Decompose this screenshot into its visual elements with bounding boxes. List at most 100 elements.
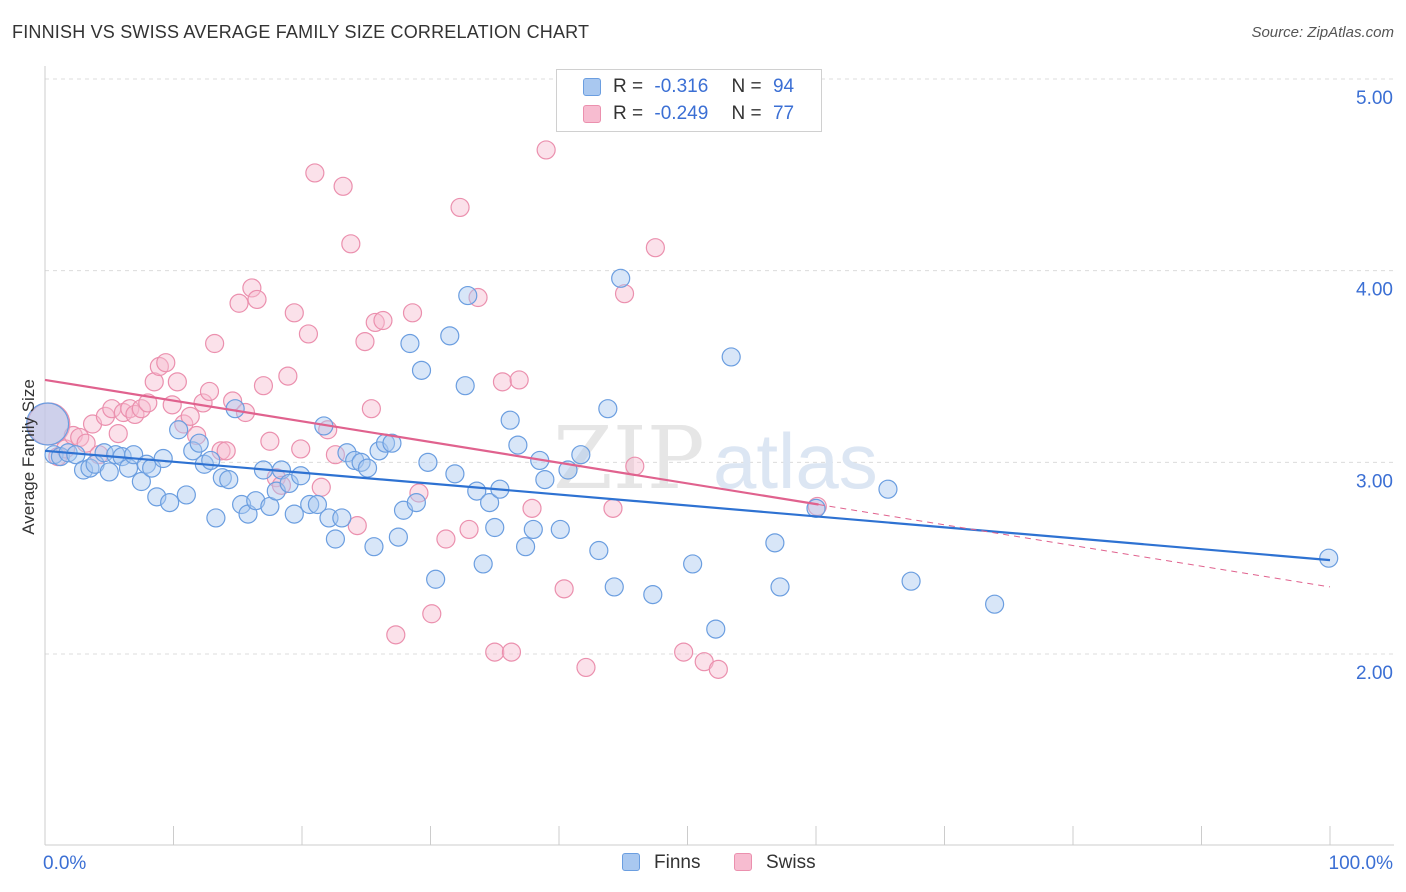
finns-point bbox=[406, 492, 426, 513]
swiss-point bbox=[522, 498, 542, 518]
finns-point bbox=[307, 494, 328, 515]
swiss-point bbox=[229, 293, 249, 313]
swiss-point bbox=[373, 310, 393, 331]
finns-point bbox=[206, 508, 226, 528]
swiss-point bbox=[576, 657, 596, 678]
swiss-point bbox=[199, 381, 220, 402]
swiss-point bbox=[361, 399, 381, 419]
swiss-point bbox=[216, 441, 236, 461]
swiss-point bbox=[167, 372, 187, 392]
swiss-point bbox=[271, 475, 292, 495]
swiss-point bbox=[247, 289, 267, 310]
finns-point bbox=[357, 458, 378, 478]
finns-point bbox=[770, 577, 790, 597]
swiss-points bbox=[27, 140, 827, 679]
finns-point bbox=[706, 619, 726, 639]
finns-point bbox=[291, 466, 311, 486]
finns-point bbox=[473, 554, 493, 574]
finns-point bbox=[643, 584, 663, 605]
swiss-point bbox=[674, 642, 694, 662]
swiss-point bbox=[355, 331, 375, 352]
finns-point bbox=[721, 347, 741, 367]
swiss-point bbox=[492, 372, 513, 392]
y-axis-label: Average Family Size bbox=[19, 379, 38, 535]
swiss-point bbox=[459, 519, 479, 540]
x-tick-label-start: 0.0% bbox=[43, 853, 86, 874]
y-tick-label: 3.00 bbox=[1356, 471, 1393, 492]
finns-point bbox=[219, 469, 239, 490]
swiss-point bbox=[485, 642, 505, 662]
swiss-point bbox=[625, 456, 645, 476]
finns-point bbox=[411, 360, 432, 380]
y-tick-label: 5.00 bbox=[1356, 88, 1393, 109]
swiss-point bbox=[260, 431, 280, 451]
finns-point bbox=[765, 533, 785, 553]
finns-point bbox=[99, 462, 119, 482]
swiss-point bbox=[174, 414, 194, 434]
label-layer: 2.00 3.00 4.00 5.00 0.0% 100.0% Average Family… bbox=[19, 88, 1393, 874]
swiss-point bbox=[108, 423, 128, 444]
swiss-trend-line bbox=[44, 378, 819, 506]
finns-point bbox=[598, 399, 618, 419]
swiss-legend-swatch bbox=[734, 853, 752, 871]
swiss-point bbox=[341, 234, 361, 254]
finns-point bbox=[80, 458, 100, 478]
finns-point bbox=[458, 285, 478, 306]
swiss-point bbox=[284, 303, 304, 323]
x-tick-label-end: 100.0% bbox=[1329, 853, 1394, 874]
finns-point bbox=[232, 494, 252, 515]
swiss-point bbox=[211, 441, 231, 461]
finns-point bbox=[500, 410, 520, 430]
swiss-point bbox=[347, 515, 367, 536]
finns-point bbox=[426, 569, 446, 589]
swiss-point bbox=[603, 498, 623, 518]
finns-r-value: -0.316 bbox=[654, 76, 709, 97]
y-tick-label: 2.00 bbox=[1356, 663, 1393, 684]
swiss-point bbox=[509, 370, 529, 390]
swiss-point bbox=[305, 163, 325, 183]
finns-point bbox=[131, 471, 151, 492]
finns-point bbox=[1319, 548, 1339, 568]
swiss-legend-label: Swiss bbox=[766, 852, 816, 873]
swiss-point bbox=[278, 366, 298, 386]
finns-point bbox=[508, 435, 528, 455]
swiss-point bbox=[253, 376, 274, 396]
finns-trend-line bbox=[44, 449, 1331, 562]
finns-point bbox=[611, 268, 631, 288]
swiss-n-value: 77 bbox=[772, 103, 795, 124]
finns-swatch bbox=[583, 78, 601, 96]
swiss-point bbox=[205, 333, 225, 354]
finns-n-value: 94 bbox=[772, 76, 795, 97]
finns-point bbox=[284, 504, 304, 524]
points-layer bbox=[25, 140, 1339, 679]
finns-legend-label: Finns bbox=[654, 852, 701, 873]
swiss-point bbox=[144, 372, 164, 392]
swiss-point bbox=[120, 399, 140, 419]
finns-point bbox=[523, 519, 543, 540]
finns-point bbox=[480, 492, 500, 513]
finns-points bbox=[25, 268, 1339, 639]
finns-point bbox=[589, 540, 609, 561]
swiss-point bbox=[536, 140, 556, 160]
swiss-point bbox=[187, 425, 207, 446]
swiss-point bbox=[554, 579, 574, 599]
swiss-swatch bbox=[583, 105, 601, 123]
swiss-r-label: R = bbox=[613, 103, 644, 124]
swiss-point bbox=[501, 642, 522, 662]
finns-point bbox=[440, 326, 460, 346]
swiss-point bbox=[402, 303, 423, 323]
finns-point bbox=[300, 494, 320, 515]
finns-point bbox=[604, 577, 624, 597]
finns-point bbox=[189, 433, 209, 453]
swiss-point bbox=[311, 477, 331, 497]
swiss-point bbox=[298, 324, 319, 344]
finns-point bbox=[364, 537, 384, 557]
trend-layer bbox=[44, 378, 1331, 588]
swiss-trend-extension bbox=[818, 504, 1331, 588]
swiss-point bbox=[436, 529, 456, 549]
finns-point bbox=[153, 448, 173, 469]
swiss-point bbox=[138, 393, 158, 413]
chart-title: FINNISH VS SWISS AVERAGE FAMILY SIZE COR… bbox=[12, 22, 590, 42]
source-label: Source: ZipAtlas.com bbox=[1251, 24, 1394, 41]
